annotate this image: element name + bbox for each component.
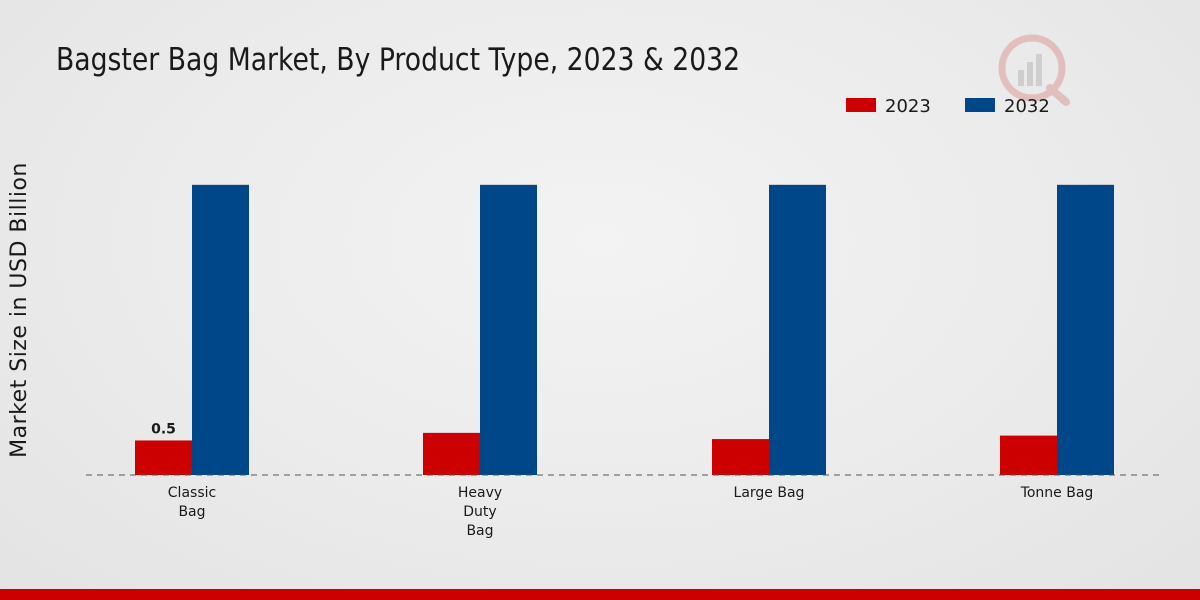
bar-2023-4 [1000, 435, 1057, 475]
legend-label-2032: 2032 [1004, 96, 1050, 117]
x-tick-label-2: Heavy Duty Bag [458, 485, 502, 539]
x-tick-label-4: Tonne Bag [1020, 485, 1094, 501]
bar-2032-1 [192, 184, 249, 475]
bar-2032-4 [1057, 184, 1114, 475]
x-tick-labels: Classic Bag Heavy Duty Bag Large Bag Tonne Bag [168, 485, 1094, 539]
x-tick-label-1: Classic Bag [168, 485, 216, 520]
legend-label-2023: 2023 [885, 96, 931, 117]
x-tick-label-3: Large Bag [734, 485, 805, 501]
watermark-logo-icon [998, 34, 1070, 106]
data-label-1: 0.5 [151, 421, 176, 437]
y-axis-label: Market Size in USD Billion [7, 162, 32, 458]
bar-2023-1 [135, 440, 192, 475]
bar-2032-3 [769, 184, 826, 475]
chart-title: Bagster Bag Market, By Product Type, 202… [56, 41, 740, 77]
bar-2032-2 [480, 184, 537, 475]
legend-swatch-2032 [965, 98, 995, 112]
bars-group [135, 184, 1114, 475]
legend: 2023 2032 [846, 96, 1050, 117]
data-labels: 0.5 [151, 421, 176, 437]
bar-2023-3 [712, 439, 769, 475]
legend-swatch-2023 [846, 98, 876, 112]
footer-bar [0, 589, 1200, 600]
bar-2023-2 [423, 432, 480, 475]
